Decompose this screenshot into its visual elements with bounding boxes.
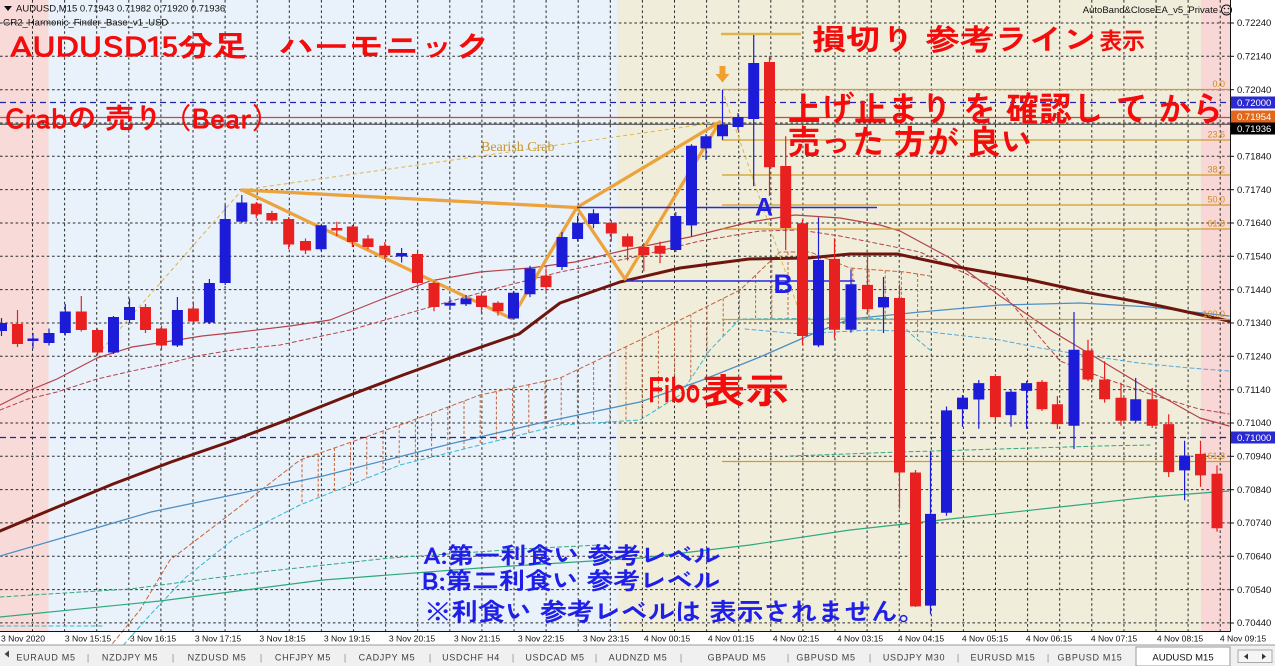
svg-text:3 Nov 19:15: 3 Nov 19:15	[324, 634, 371, 644]
svg-text:0.71954: 0.71954	[1237, 112, 1271, 123]
svg-text:4 Nov 05:15: 4 Nov 05:15	[962, 634, 1009, 644]
svg-text:4 Nov 04:15: 4 Nov 04:15	[898, 634, 945, 644]
svg-text:0.70940: 0.70940	[1237, 452, 1271, 463]
svg-text:4 Nov 00:15: 4 Nov 00:15	[644, 634, 691, 644]
svg-text:USDCHF H4: USDCHF H4	[442, 653, 500, 663]
svg-text:4 Nov 03:15: 4 Nov 03:15	[837, 634, 884, 644]
svg-text:0.70640: 0.70640	[1237, 552, 1271, 563]
svg-text:50.0: 50.0	[1207, 195, 1225, 205]
svg-text:3 Nov 22:15: 3 Nov 22:15	[518, 634, 565, 644]
svg-text:GBPAUD M5: GBPAUD M5	[708, 653, 767, 663]
svg-text:3 Nov 16:15: 3 Nov 16:15	[130, 634, 177, 644]
svg-text:0.71540: 0.71540	[1237, 252, 1271, 263]
svg-text:NZDUSD M5: NZDUSD M5	[188, 653, 247, 663]
svg-text:|: |	[787, 653, 789, 663]
svg-text:61.8: 61.8	[1207, 219, 1225, 229]
svg-text:0.72140: 0.72140	[1237, 52, 1271, 63]
svg-text:GBPUSD M15: GBPUSD M15	[1057, 653, 1122, 663]
svg-text:GBPUSD M5: GBPUSD M5	[796, 653, 855, 663]
svg-text:38.2: 38.2	[1207, 165, 1225, 175]
svg-text:0.71040: 0.71040	[1237, 418, 1271, 429]
svg-text:0.70740: 0.70740	[1237, 518, 1271, 529]
svg-text:USDJPY M30: USDJPY M30	[883, 653, 945, 663]
svg-text:0.72240: 0.72240	[1237, 18, 1271, 29]
svg-text:0.71440: 0.71440	[1237, 285, 1271, 296]
svg-text:|: |	[172, 653, 174, 663]
svg-text:NZDJPY M5: NZDJPY M5	[102, 653, 158, 663]
svg-text:AutoBand&CloseEA_v5_Private: AutoBand&CloseEA_v5_Private	[1083, 5, 1218, 16]
svg-text:|: |	[344, 653, 346, 663]
svg-text:0.71340: 0.71340	[1237, 318, 1271, 329]
svg-text:0.71840: 0.71840	[1237, 152, 1271, 163]
svg-text:AUDUSD,M15 0.71943 0.71982 0.: AUDUSD,M15 0.71943 0.71982 0.71920 0.719…	[16, 4, 225, 15]
svg-text:0.71740: 0.71740	[1237, 185, 1271, 196]
svg-text:EURAUD M5: EURAUD M5	[16, 653, 75, 663]
svg-text:100.0: 100.0	[1202, 309, 1225, 319]
svg-text:|: |	[869, 653, 871, 663]
svg-text:|: |	[87, 653, 89, 663]
svg-text:Bearish Crab: Bearish Crab	[481, 140, 554, 155]
svg-text:4 Nov 07:15: 4 Nov 07:15	[1091, 634, 1138, 644]
svg-text:0.72000: 0.72000	[1237, 98, 1271, 109]
svg-text:23.6: 23.6	[1207, 130, 1225, 140]
svg-text:0.71140: 0.71140	[1237, 385, 1271, 396]
svg-text:3 Nov 18:15: 3 Nov 18:15	[259, 634, 306, 644]
svg-text:3 Nov 17:15: 3 Nov 17:15	[195, 634, 242, 644]
svg-text:A: A	[755, 194, 773, 222]
svg-text:4 Nov 08:15: 4 Nov 08:15	[1157, 634, 1204, 644]
svg-text:|: |	[512, 653, 514, 663]
svg-text:|: |	[595, 653, 597, 663]
svg-text:4 Nov 01:15: 4 Nov 01:15	[708, 634, 755, 644]
svg-text:3 Nov 15:15: 3 Nov 15:15	[65, 634, 112, 644]
svg-text:0.71240: 0.71240	[1237, 352, 1271, 363]
svg-text:CADJPY M5: CADJPY M5	[359, 653, 416, 663]
svg-text:0.70540: 0.70540	[1237, 585, 1271, 596]
svg-text:|: |	[680, 653, 682, 663]
svg-text:|: |	[957, 653, 959, 663]
svg-text:|: |	[260, 653, 262, 663]
svg-text:4 Nov 06:15: 4 Nov 06:15	[1026, 634, 1073, 644]
svg-text:161.8: 161.8	[1202, 451, 1225, 461]
svg-text:0.0: 0.0	[1212, 79, 1225, 89]
svg-text:4 Nov 02:15: 4 Nov 02:15	[773, 634, 820, 644]
svg-text:B: B	[774, 269, 794, 299]
svg-text:0.71640: 0.71640	[1237, 218, 1271, 229]
svg-text:USDCAD M5: USDCAD M5	[525, 653, 584, 663]
svg-text:3 Nov 23:15: 3 Nov 23:15	[583, 634, 630, 644]
svg-text:AUDNZD M5: AUDNZD M5	[609, 653, 668, 663]
svg-text:0.70840: 0.70840	[1237, 485, 1271, 496]
svg-text:EURUSD M15: EURUSD M15	[970, 653, 1035, 663]
svg-text:CHFJPY M5: CHFJPY M5	[275, 653, 331, 663]
svg-text:3 Nov 2020: 3 Nov 2020	[1, 634, 45, 644]
svg-text:|: |	[1047, 653, 1049, 663]
svg-text:0.71936: 0.71936	[1237, 124, 1271, 135]
svg-text:0.70440: 0.70440	[1237, 618, 1271, 629]
svg-text:GR2_Harmonic_Finder_Base_v1_US: GR2_Harmonic_Finder_Base_v1_USD	[3, 18, 168, 29]
svg-text:3 Nov 20:15: 3 Nov 20:15	[389, 634, 436, 644]
svg-text:|: |	[429, 653, 431, 663]
svg-text:0.71000: 0.71000	[1237, 433, 1271, 444]
svg-text:4 Nov 09:15: 4 Nov 09:15	[1220, 634, 1267, 644]
svg-text:0.72040: 0.72040	[1237, 85, 1271, 96]
svg-text:3 Nov 21:15: 3 Nov 21:15	[454, 634, 501, 644]
svg-text:AUDUSD M15: AUDUSD M15	[1152, 653, 1213, 664]
